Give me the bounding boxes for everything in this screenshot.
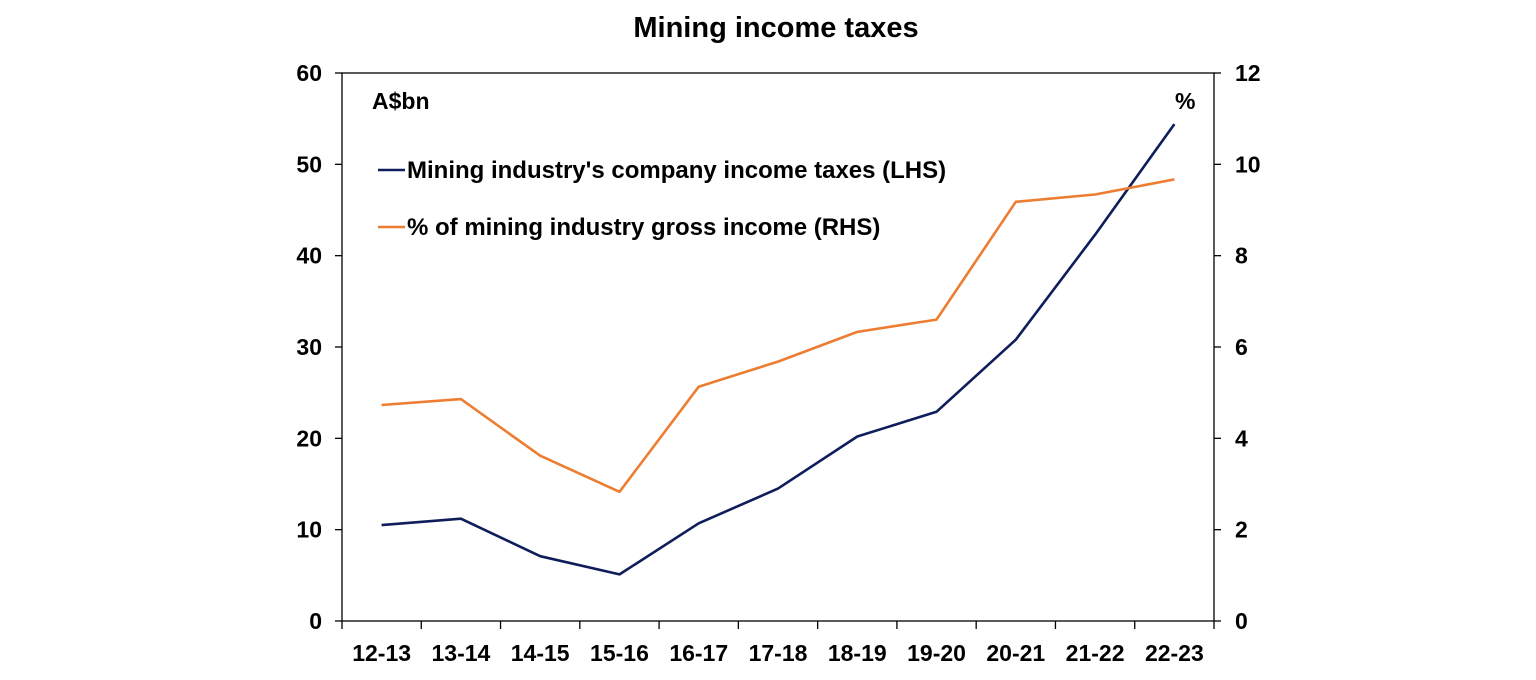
legend-label: % of mining industry gross income (RHS) bbox=[407, 214, 880, 241]
x-tick-label: 15-16 bbox=[590, 640, 649, 666]
tick-labels: 0 10 20 30 40 50 60 0 2 4 6 8 10 12 12-13 13-14 14-15 15-… bbox=[296, 60, 1260, 666]
legend: Mining industry's company income taxes (… bbox=[378, 157, 946, 241]
left-tick-label: 50 bbox=[296, 151, 322, 177]
right-tick-label: 8 bbox=[1235, 243, 1248, 269]
right-tick-label: 6 bbox=[1235, 334, 1248, 360]
series-lines bbox=[381, 123, 1176, 576]
left-axis-unit: A$bn bbox=[372, 88, 430, 114]
x-tick-label: 12-13 bbox=[352, 640, 411, 666]
left-tick-label: 30 bbox=[296, 334, 322, 360]
left-tick-label: 40 bbox=[296, 243, 322, 269]
x-tick-label: 19-20 bbox=[907, 640, 966, 666]
right-tick-label: 0 bbox=[1235, 608, 1248, 634]
left-tick-label: 20 bbox=[296, 425, 322, 451]
x-tick-label: 14-15 bbox=[511, 640, 570, 666]
left-tick-label: 10 bbox=[296, 517, 322, 543]
x-tick-label: 21-22 bbox=[1066, 640, 1125, 666]
x-tick-label: 22-23 bbox=[1145, 640, 1204, 666]
legend-label: Mining industry's company income taxes (… bbox=[407, 157, 946, 184]
right-tick-label: 12 bbox=[1235, 60, 1261, 86]
x-tick-label: 17-18 bbox=[749, 640, 808, 666]
left-tick-label: 0 bbox=[309, 608, 322, 634]
series-line-lhs bbox=[381, 123, 1176, 576]
x-tick-label: 13-14 bbox=[431, 640, 490, 666]
chart-title: Mining income taxes bbox=[633, 12, 919, 44]
right-tick-label: 4 bbox=[1235, 425, 1248, 451]
axes bbox=[335, 72, 1221, 629]
x-tick-label: 20-21 bbox=[986, 640, 1045, 666]
right-tick-label: 10 bbox=[1235, 151, 1261, 177]
x-tick-label: 16-17 bbox=[669, 640, 728, 666]
x-tick-label: 18-19 bbox=[828, 640, 887, 666]
left-tick-label: 60 bbox=[296, 60, 322, 86]
plot-frame bbox=[341, 72, 1215, 622]
right-tick-label: 2 bbox=[1235, 517, 1248, 543]
right-axis-unit: % bbox=[1175, 88, 1195, 114]
series-line-rhs bbox=[381, 178, 1175, 494]
